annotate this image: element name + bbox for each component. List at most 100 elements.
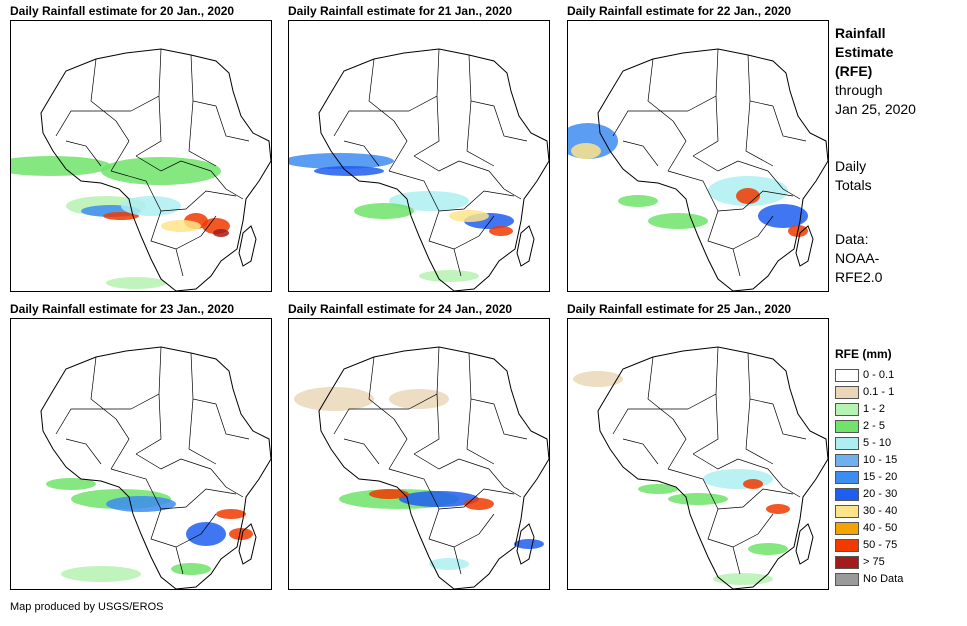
legend-label: 20 - 30	[863, 488, 898, 500]
country-border	[388, 418, 408, 470]
legend-item: 50 - 75	[835, 537, 965, 553]
country-border	[692, 95, 719, 157]
rainfall-map	[567, 318, 829, 590]
rainfall-area	[571, 143, 601, 159]
country-border	[466, 100, 495, 167]
rainfall-map	[10, 20, 272, 292]
rainfall-area	[748, 543, 788, 555]
panel-title: Daily Rainfall estimate for 23 Jan., 202…	[10, 302, 235, 316]
rainfall-area	[46, 478, 96, 490]
country-border	[732, 546, 741, 575]
country-border	[772, 105, 807, 142]
legend-label: 5 - 10	[863, 437, 892, 449]
rainfall-area	[489, 226, 513, 236]
coastline	[40, 48, 271, 291]
rainfall-area	[514, 539, 544, 549]
legend-swatch	[835, 368, 859, 382]
country-border	[65, 438, 102, 465]
country-border	[707, 508, 774, 548]
rainfall-area	[449, 210, 489, 222]
rainfall-area	[289, 153, 394, 169]
country-border	[188, 398, 217, 465]
legend-swatch	[835, 402, 859, 416]
country-border	[488, 468, 522, 498]
country-border	[343, 140, 380, 167]
country-border	[732, 248, 741, 277]
rainfall-area	[106, 277, 166, 289]
rainfall-area	[419, 270, 479, 282]
legend-item: 2 - 5	[835, 418, 965, 434]
title-line: Rainfall	[835, 25, 886, 41]
coastline	[597, 346, 828, 589]
country-border	[210, 468, 244, 498]
country-border	[110, 120, 130, 172]
legend-swatch	[835, 436, 859, 450]
rainfall-area	[314, 166, 384, 176]
legend-label: 0 - 0.1	[863, 369, 895, 381]
rainfall-map	[288, 20, 550, 292]
country-border	[130, 346, 162, 410]
rainfall-area	[743, 479, 763, 489]
country-border	[130, 48, 162, 112]
country-border	[90, 356, 117, 420]
legend-swatch	[835, 504, 859, 518]
legend-item: > 75	[835, 554, 965, 570]
country-border	[343, 438, 380, 465]
country-border	[767, 468, 801, 498]
country-border	[413, 155, 490, 172]
legend-label: 50 - 75	[863, 539, 898, 551]
totals-label: Totals	[835, 177, 872, 193]
country-border	[135, 155, 212, 172]
legend-label: 1 - 2	[863, 403, 886, 415]
country-border	[692, 155, 769, 172]
rainfall-map	[10, 318, 272, 590]
country-border	[188, 100, 217, 167]
rainfall-area	[294, 387, 374, 411]
rainfall-area	[11, 156, 111, 176]
rainfall-area	[389, 389, 449, 409]
country-border	[175, 248, 184, 277]
africa-map	[289, 48, 549, 291]
country-border	[428, 508, 495, 548]
legend-item: 30 - 40	[835, 503, 965, 519]
rainfall-area	[668, 493, 728, 505]
through-label: through	[835, 82, 883, 98]
country-border	[667, 120, 687, 172]
country-border	[368, 356, 395, 420]
country-border	[55, 408, 131, 435]
country-border	[438, 488, 515, 510]
legend-label: No Data	[863, 573, 904, 585]
country-border	[215, 403, 250, 440]
coastline	[795, 225, 814, 267]
africa-map	[294, 346, 549, 589]
africa-map	[568, 48, 828, 291]
data-source-label: Data:	[835, 231, 869, 247]
legend-swatch	[835, 521, 859, 535]
legend-label: 0.1 - 1	[863, 386, 895, 398]
country-border	[65, 140, 102, 167]
coastline	[516, 225, 535, 267]
country-border	[466, 398, 495, 465]
rainfall-area	[766, 504, 790, 514]
country-border	[667, 170, 719, 212]
coastline	[795, 523, 814, 565]
country-border	[493, 105, 528, 142]
coastline	[318, 48, 549, 291]
country-border	[215, 105, 250, 142]
legend-swatch	[835, 487, 859, 501]
coastline	[318, 346, 549, 589]
legend: RFE (mm) 0 - 0.1 0.1 - 1 1 - 2 2 - 5 5 - 10 1…	[835, 347, 965, 588]
country-border	[388, 170, 440, 212]
country-border	[333, 408, 409, 435]
coastline	[40, 346, 271, 589]
legend-item: 40 - 50	[835, 520, 965, 536]
country-border	[747, 54, 774, 107]
country-border	[745, 398, 774, 465]
legend-label: 10 - 15	[863, 454, 898, 466]
africa-map	[573, 346, 828, 589]
totals-label: Daily	[835, 158, 867, 174]
rainfall-map	[567, 20, 829, 292]
country-border	[135, 95, 162, 157]
country-border	[717, 190, 794, 212]
legend-swatch	[835, 419, 859, 433]
